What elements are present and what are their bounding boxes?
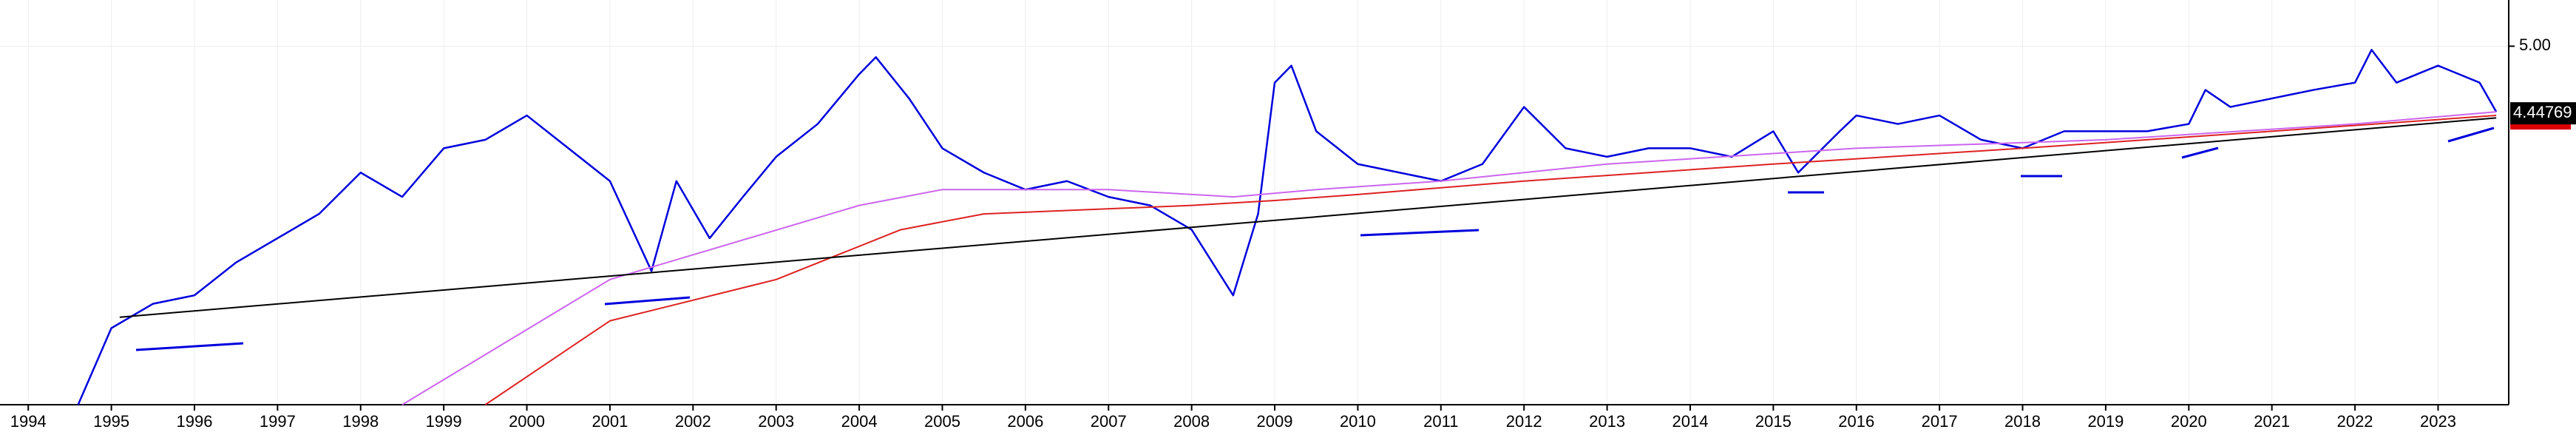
x-tick-label: 1999: [426, 412, 462, 431]
drawing-line: [1360, 229, 1479, 237]
x-tick-label: 2022: [2337, 412, 2373, 431]
x-tick-label: 2017: [1922, 412, 1958, 431]
x-tick-label: 2003: [758, 412, 794, 431]
drawing-line: [2181, 146, 2219, 159]
x-tick-label: 1998: [342, 412, 379, 431]
x-tick-label: 1995: [93, 412, 129, 431]
x-tick-label: 2019: [2087, 412, 2123, 431]
price-line: [401, 111, 2497, 405]
x-tick-label: 2007: [1091, 412, 1127, 431]
x-tick-label: 1996: [177, 412, 213, 431]
x-tick-label: 2010: [1340, 412, 1376, 431]
y-tick-label: 5.00: [2519, 36, 2551, 54]
x-tick-label: 2004: [841, 412, 878, 431]
x-tick-label: 2014: [1672, 412, 1708, 431]
x-tick-label: 2018: [2004, 412, 2041, 431]
drawings: [135, 127, 2495, 351]
drawing-line: [604, 296, 691, 306]
price-tag-lower: [2510, 122, 2571, 130]
x-tick-label: 2012: [1506, 412, 1542, 431]
x-tick-label: 2021: [2254, 412, 2290, 431]
x-tick-label: 2009: [1257, 412, 1293, 431]
x-tick-label: 2002: [675, 412, 711, 431]
x-tick-label: 2008: [1173, 412, 1210, 431]
drawing-line: [2447, 127, 2495, 143]
x-tick-label: 2006: [1007, 412, 1043, 431]
price-line: [484, 115, 2497, 405]
x-tick-label: 2000: [509, 412, 545, 431]
x-tick-label: 2016: [1838, 412, 1874, 431]
x-tick-label: 2015: [1755, 412, 1792, 431]
x-tick-label: 2005: [924, 412, 960, 431]
x-tick-label: 2023: [2420, 412, 2456, 431]
x-tick-label: 2020: [2171, 412, 2207, 431]
price-tag-label: 4.44769: [2513, 103, 2572, 121]
grid: [0, 0, 2509, 405]
x-tick-label: 2001: [592, 412, 628, 431]
price-line: [77, 49, 2498, 405]
x-tick-label: 2013: [1589, 412, 1625, 431]
x-tick-label: 1994: [10, 412, 47, 431]
x-tick-label: 2011: [1423, 412, 1458, 431]
x-tick-label: 1997: [260, 412, 296, 431]
price-line: [119, 117, 2497, 318]
price-tag: [2510, 102, 2576, 125]
drawing-line: [135, 342, 244, 351]
